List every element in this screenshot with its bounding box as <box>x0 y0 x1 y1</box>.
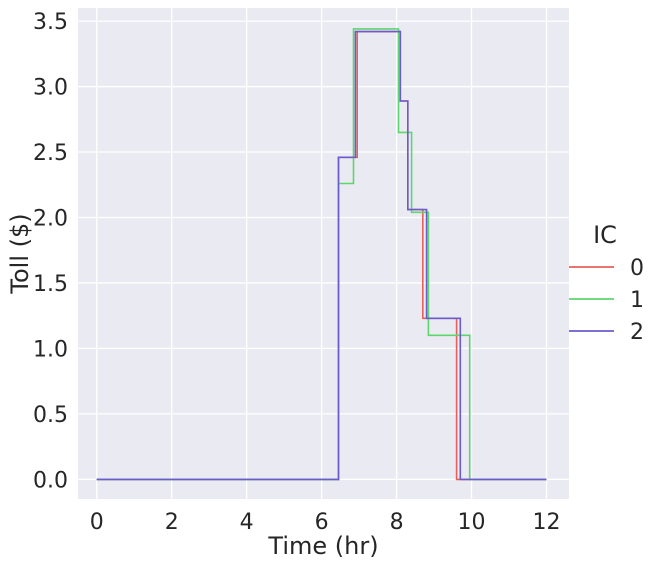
x-tick-label: 8 <box>390 510 404 535</box>
y-tick-label: 3.0 <box>33 76 68 101</box>
x-tick-label: 0 <box>90 510 104 535</box>
legend: IC 0 1 2 <box>569 221 644 345</box>
x-tick-label: 12 <box>533 510 561 535</box>
y-tick-labels: 0.0 0.5 1.0 1.5 2.0 2.5 3.0 3.5 <box>33 10 68 493</box>
x-tick-labels: 0 2 4 6 8 10 12 <box>90 510 561 535</box>
series-line-1 <box>96 28 547 481</box>
series-lines <box>96 28 547 481</box>
x-axis-label: Time (hr) <box>267 532 378 560</box>
legend-title: IC <box>593 221 617 249</box>
grid-lines <box>78 8 569 499</box>
y-tick-label: 0.0 <box>33 468 68 493</box>
series-line-2 <box>96 30 547 481</box>
y-tick-label: 1.5 <box>33 272 68 297</box>
x-tick-label: 10 <box>458 510 486 535</box>
plot-background <box>78 8 569 499</box>
x-tick-label: 2 <box>165 510 179 535</box>
y-tick-label: 2.0 <box>33 206 68 231</box>
y-tick-label: 1.0 <box>33 337 68 362</box>
x-tick-label: 6 <box>315 510 329 535</box>
x-tick-label: 4 <box>240 510 254 535</box>
y-tick-label: 3.5 <box>33 10 68 35</box>
legend-label: 1 <box>630 288 644 313</box>
y-axis-label: Toll ($) <box>6 213 34 294</box>
y-tick-label: 2.5 <box>33 141 68 166</box>
legend-label: 0 <box>630 256 644 281</box>
legend-label: 2 <box>630 320 644 345</box>
y-tick-label: 0.5 <box>33 403 68 428</box>
